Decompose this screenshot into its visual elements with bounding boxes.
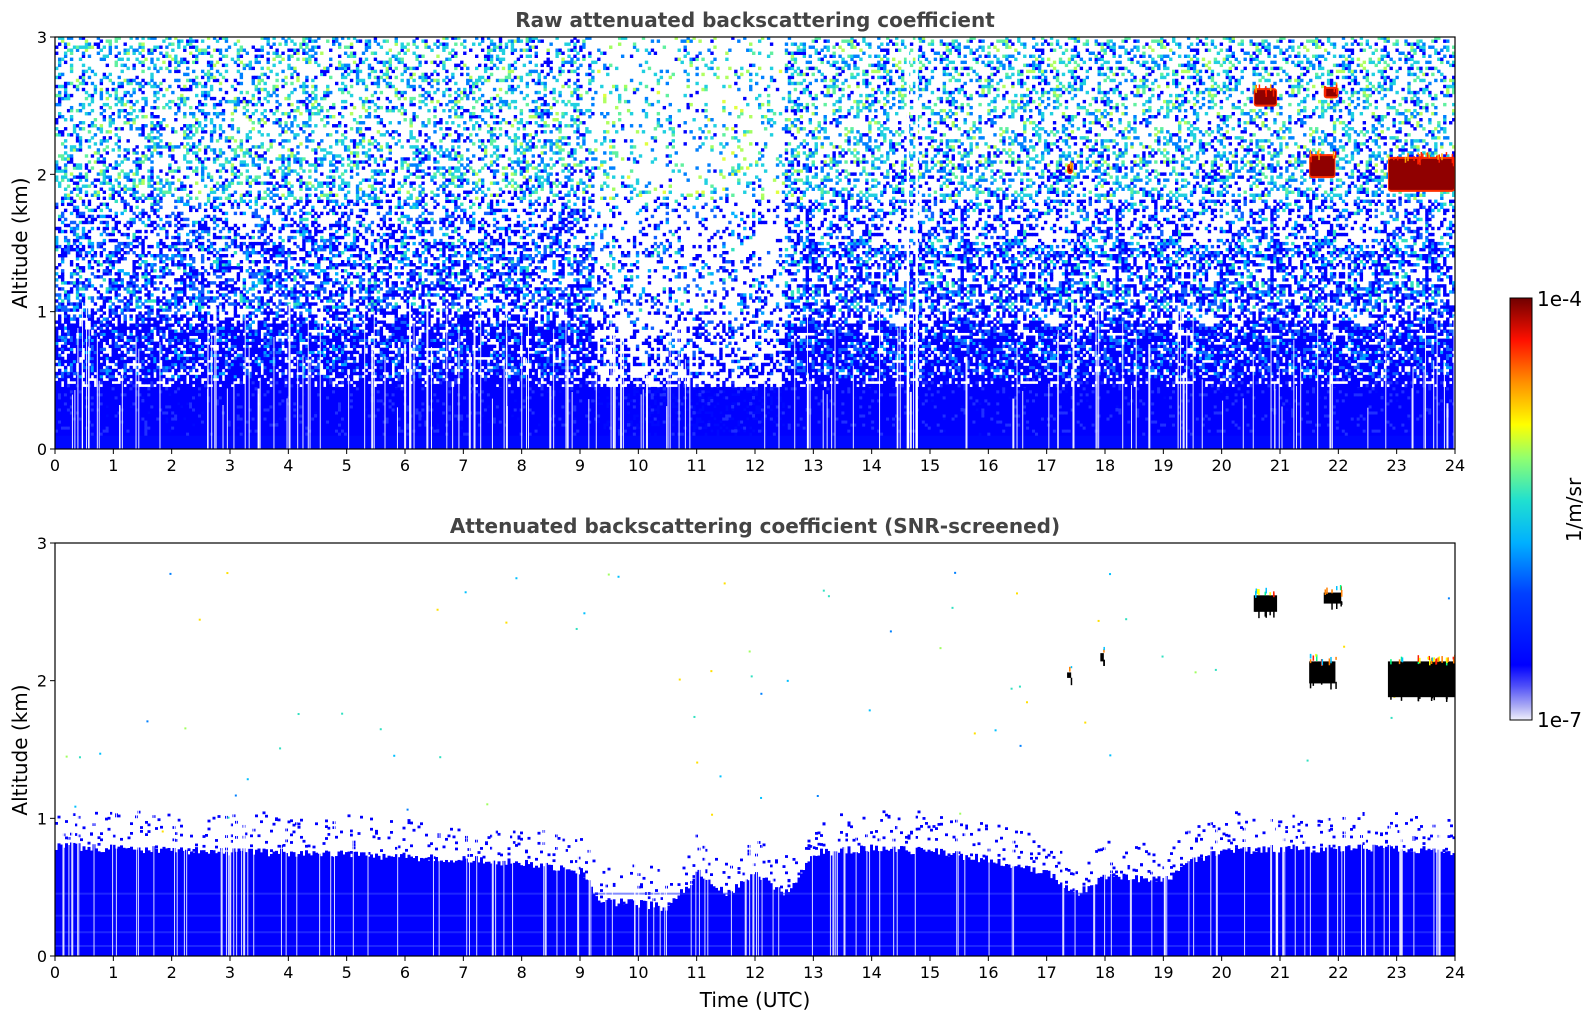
top-xtick-label: 6 bbox=[400, 456, 410, 475]
bottom-xtick-label: 20 bbox=[1211, 963, 1231, 982]
bottom-xtick-label: 3 bbox=[225, 963, 235, 982]
top-xtick-label: 22 bbox=[1328, 456, 1348, 475]
bottom-ytick-label: 1 bbox=[37, 809, 47, 828]
colorbar-max-label: 1e-4 bbox=[1537, 287, 1582, 311]
bottom-panel-title: Attenuated backscattering coefficient (S… bbox=[450, 514, 1060, 538]
bottom-xtick-label: 21 bbox=[1270, 963, 1290, 982]
bottom-x-axis: 0 1 2 3 4 5 6 7 8 9 10 11 12 13 14 15 16 17 18 19 20 21 22 23 24 bbox=[50, 956, 1465, 982]
bottom-xtick-label: 16 bbox=[978, 963, 998, 982]
cloud-feature bbox=[1067, 161, 1073, 174]
bottom-xtick-label: 6 bbox=[400, 963, 410, 982]
top-xtick-label: 8 bbox=[517, 456, 527, 475]
bottom-xtick-label: 4 bbox=[283, 963, 293, 982]
top-xtick-label: 12 bbox=[745, 456, 765, 475]
top-xtick-label: 3 bbox=[225, 456, 235, 475]
screened-cloud-feature bbox=[1388, 655, 1456, 702]
noise-speckle bbox=[55, 36, 1455, 435]
x-axis-label: Time (UTC) bbox=[699, 988, 811, 1012]
bottom-panel: Attenuated backscattering coefficient (S… bbox=[8, 514, 1465, 1012]
top-xtick-label: 21 bbox=[1270, 456, 1290, 475]
top-y-axis: 0 1 2 3 bbox=[37, 28, 55, 459]
top-xtick-label: 20 bbox=[1211, 456, 1231, 475]
bottom-xtick-label: 13 bbox=[803, 963, 823, 982]
bottom-xtick-label: 12 bbox=[745, 963, 765, 982]
top-ytick-label: 2 bbox=[37, 165, 47, 184]
sparse-specks bbox=[66, 572, 1450, 833]
screened-boundary-layer bbox=[55, 810, 1456, 956]
screened-cloud-feature bbox=[1067, 666, 1072, 685]
bottom-y-axis: 0 1 2 3 bbox=[37, 534, 55, 966]
top-xtick-label: 9 bbox=[575, 456, 585, 475]
bottom-xtick-label: 10 bbox=[628, 963, 648, 982]
colorbar-unit-label: 1/m/sr bbox=[1562, 477, 1586, 542]
top-heatmap bbox=[55, 36, 1455, 449]
screened-cloud-feature bbox=[1324, 585, 1343, 610]
colorbar: 1e-4 1e-7 1/m/sr bbox=[1510, 287, 1586, 732]
top-xtick-label: 10 bbox=[628, 456, 648, 475]
bottom-heatmap bbox=[55, 543, 1456, 956]
top-xtick-label: 11 bbox=[686, 456, 706, 475]
top-xtick-label: 13 bbox=[803, 456, 823, 475]
top-ytick-label: 1 bbox=[37, 303, 47, 322]
cloud-feature bbox=[1388, 152, 1455, 192]
bottom-xtick-label: 5 bbox=[342, 963, 352, 982]
top-xtick-label: 2 bbox=[167, 456, 177, 475]
bottom-xtick-label: 19 bbox=[1153, 963, 1173, 982]
bottom-xtick-label: 1 bbox=[108, 963, 118, 982]
bottom-y-axis-label: Altitude (km) bbox=[8, 684, 32, 815]
bottom-xtick-label: 14 bbox=[861, 963, 881, 982]
top-y-axis-label: Altitude (km) bbox=[8, 177, 32, 308]
top-xtick-label: 19 bbox=[1153, 456, 1173, 475]
bottom-xtick-label: 8 bbox=[517, 963, 527, 982]
top-xtick-label: 18 bbox=[1095, 456, 1115, 475]
bottom-xtick-label: 9 bbox=[575, 963, 585, 982]
top-xtick-label: 17 bbox=[1036, 456, 1056, 475]
top-xtick-label: 16 bbox=[978, 456, 998, 475]
top-xtick-label: 0 bbox=[50, 456, 60, 475]
colorbar-gradient bbox=[1510, 298, 1532, 720]
bottom-xtick-label: 23 bbox=[1386, 963, 1406, 982]
top-xtick-label: 5 bbox=[342, 456, 352, 475]
bottom-xtick-label: 2 bbox=[167, 963, 177, 982]
top-xtick-label: 23 bbox=[1386, 456, 1406, 475]
top-xtick-label: 15 bbox=[920, 456, 940, 475]
bottom-ytick-label: 0 bbox=[37, 947, 47, 966]
top-ytick-label: 0 bbox=[37, 440, 47, 459]
top-xtick-label: 1 bbox=[108, 456, 118, 475]
bottom-xtick-label: 17 bbox=[1036, 963, 1056, 982]
bottom-ytick-label: 2 bbox=[37, 672, 47, 691]
top-xtick-label: 24 bbox=[1445, 456, 1465, 475]
top-x-axis: 0 1 2 3 4 5 6 7 8 9 10 11 12 13 14 15 16 17 18 19 20 21 22 23 24 bbox=[50, 449, 1465, 475]
bottom-ytick-label: 3 bbox=[37, 534, 47, 553]
top-xtick-label: 4 bbox=[283, 456, 293, 475]
colorbar-min-label: 1e-7 bbox=[1537, 708, 1582, 732]
bottom-xtick-label: 0 bbox=[50, 963, 60, 982]
bottom-xtick-label: 7 bbox=[458, 963, 468, 982]
screened-cloud-feature bbox=[1309, 654, 1337, 690]
bottom-xtick-label: 11 bbox=[686, 963, 706, 982]
top-ytick-label: 3 bbox=[37, 28, 47, 47]
top-xtick-label: 14 bbox=[861, 456, 881, 475]
top-xtick-label: 7 bbox=[458, 456, 468, 475]
top-panel-title: Raw attenuated backscattering coefficien… bbox=[515, 8, 995, 32]
bottom-xtick-label: 22 bbox=[1328, 963, 1348, 982]
bottom-xtick-label: 24 bbox=[1445, 963, 1465, 982]
top-panel: Raw attenuated backscattering coefficien… bbox=[8, 8, 1465, 475]
bottom-xtick-label: 18 bbox=[1095, 963, 1115, 982]
bottom-xtick-label: 15 bbox=[920, 963, 940, 982]
screened-cloud-feature bbox=[1254, 588, 1277, 618]
